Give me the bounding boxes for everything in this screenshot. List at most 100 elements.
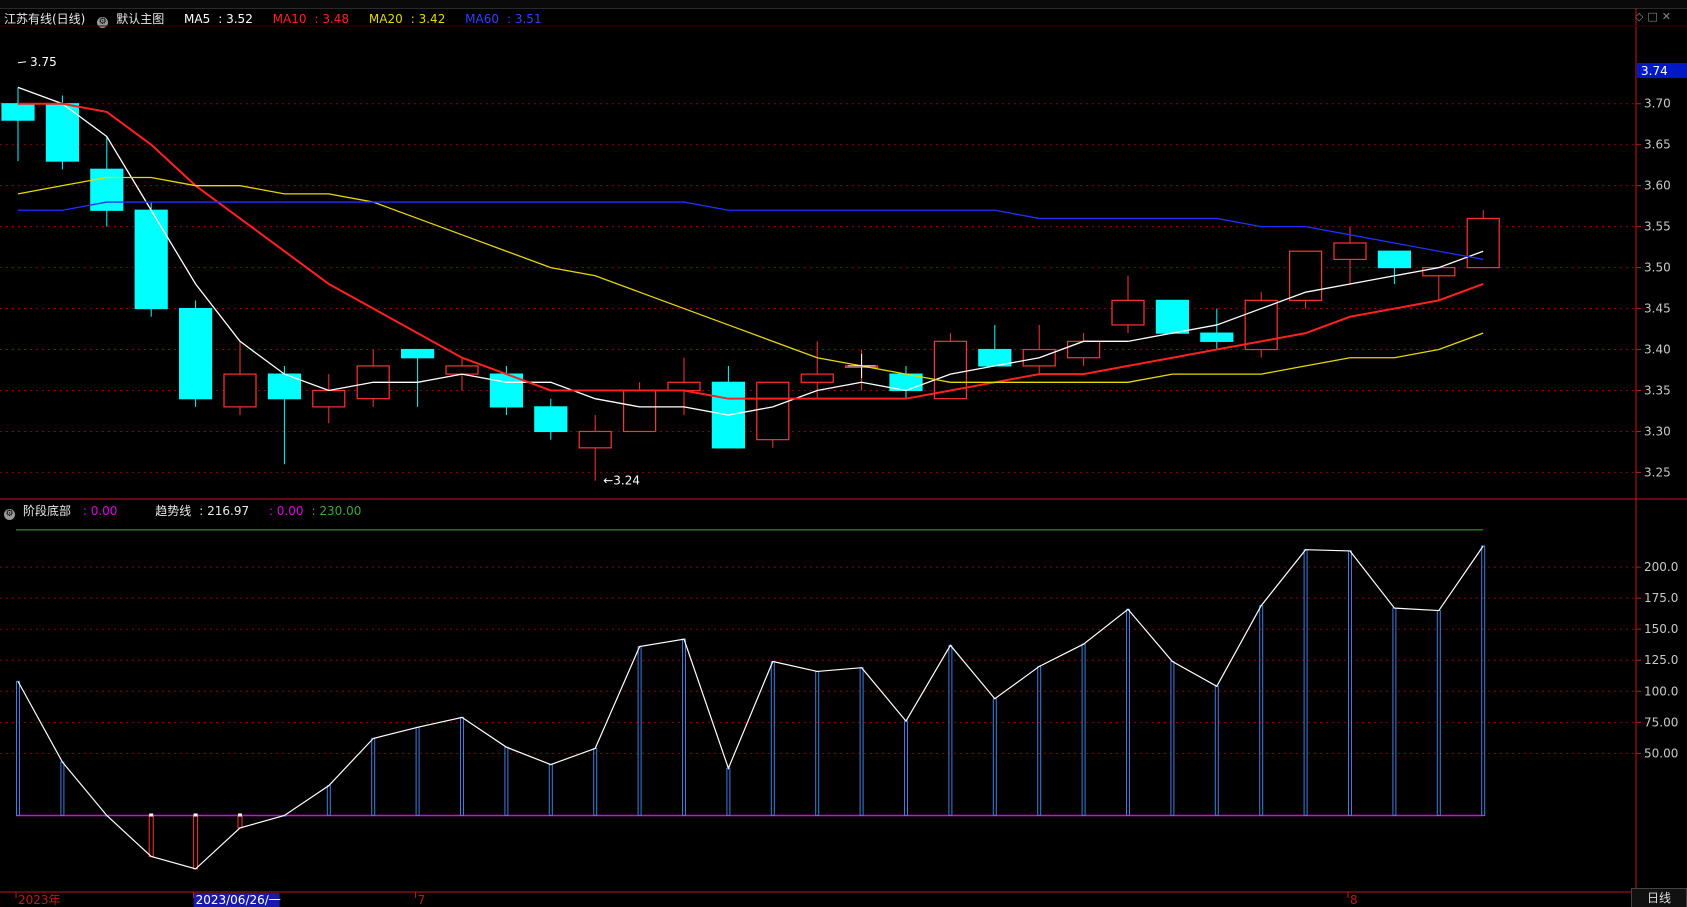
- ma20-value: 3.42: [418, 12, 446, 26]
- candle-body: [1466, 217, 1500, 269]
- y-tick-label: 3.35: [1644, 383, 1671, 397]
- histogram-bar: [1303, 549, 1308, 816]
- candle-body: [534, 406, 568, 433]
- candle-body: [800, 373, 834, 383]
- extra-value-2: 230.00: [319, 504, 362, 518]
- ma-line-ma60: [18, 201, 1484, 261]
- y-tick-label: 200.0: [1644, 560, 1678, 574]
- main-chart-legend: 江苏有线(日线) ⚙ 默认主图 MA5: 3.52 MA10: 3.48 MA20…: [4, 10, 558, 28]
- histogram-bar: [815, 670, 820, 816]
- candle-body: [312, 389, 346, 408]
- cursor-date-box: [193, 893, 280, 907]
- candle-body: [401, 348, 435, 359]
- y-tick-label: 125.0: [1644, 653, 1678, 667]
- candle-body: [223, 373, 257, 408]
- window-controls: ◇□✕: [1635, 10, 1675, 23]
- candle-body: [45, 103, 80, 162]
- candle-body: [1066, 340, 1101, 359]
- ma10-label: MA10: [272, 12, 307, 26]
- candle-body: [1111, 299, 1145, 326]
- histogram-bar: [904, 720, 908, 816]
- histogram-bar: [859, 667, 864, 816]
- histogram-bar: [948, 644, 953, 816]
- ma5-legend: MA5: 3.52: [184, 12, 253, 26]
- histogram-bar: [237, 814, 243, 829]
- histogram-bar: [1126, 608, 1130, 816]
- trend-label: 趋势线: [155, 504, 192, 518]
- x-tick-label: 8: [1350, 893, 1358, 907]
- ma5-label: MA5: [184, 12, 211, 26]
- histogram-bar: [1081, 643, 1086, 816]
- main-chart-settings[interactable]: ⚙ 默认主图: [97, 12, 172, 28]
- stock-title[interactable]: 江苏有线(日线): [4, 12, 86, 26]
- histogram-bar: [60, 761, 65, 816]
- ma20-label: MA20: [368, 12, 403, 26]
- y-tick-label: 3.45: [1644, 302, 1671, 316]
- period-tab[interactable]: 日线: [1631, 888, 1687, 907]
- x-tick-label: 2023年: [18, 893, 61, 907]
- candle-body: [1200, 332, 1234, 342]
- histogram-bar: [1214, 685, 1219, 816]
- y-tick-label: 75.00: [1644, 715, 1678, 729]
- y-tick-label: 3.30: [1644, 424, 1671, 438]
- gear-icon[interactable]: ⚙: [97, 17, 109, 28]
- indicator-settings[interactable]: ⚙ 阶段底部 : 0.00: [4, 504, 118, 520]
- trend-line: [17, 545, 1484, 870]
- histogram-bar: [1170, 660, 1175, 816]
- candle-body: [489, 373, 523, 408]
- candle-body: [445, 365, 479, 375]
- y-tick-label: 3.70: [1644, 97, 1671, 111]
- current-price-tag: [1637, 62, 1687, 78]
- histogram-bar: [460, 716, 464, 816]
- histogram-bar: [992, 698, 997, 816]
- histogram-bar: [726, 767, 731, 816]
- indicator-legend: ⚙ 阶段底部 : 0.00 趋势线: 216.97 : 0.00: 230.00: [4, 504, 362, 520]
- restore-icon[interactable]: □: [1647, 10, 1662, 23]
- close-icon[interactable]: ✕: [1661, 10, 1675, 23]
- ma-line-ma10: [18, 102, 1484, 400]
- histogram-bar: [593, 747, 598, 816]
- trend-value: 216.97: [207, 504, 250, 518]
- y-tick-label: 150.0: [1644, 622, 1678, 636]
- histogram-bar: [415, 726, 420, 816]
- histogram-bar: [1037, 665, 1042, 816]
- low-annotation: ←3.24: [603, 474, 640, 488]
- ma60-legend: MA60: 3.51: [465, 12, 542, 26]
- high-annotation: 3.75: [30, 55, 57, 69]
- high-marker: [17, 61, 27, 64]
- candle-body: [1288, 250, 1323, 301]
- histogram-bar: [637, 646, 642, 816]
- diamond-icon[interactable]: ◇: [1634, 10, 1648, 23]
- candle-body: [1377, 250, 1412, 269]
- histogram-bar: [1348, 550, 1352, 816]
- histogram-bar: [548, 764, 553, 816]
- candle-body: [756, 381, 790, 441]
- y-tick-label: 3.40: [1644, 343, 1671, 357]
- candle-body: [179, 307, 213, 400]
- histogram-bar: [16, 680, 20, 816]
- indicator-name: 阶段底部: [23, 504, 72, 518]
- gear-icon[interactable]: ⚙: [4, 509, 15, 520]
- candle-body: [134, 209, 168, 310]
- candle-body: [667, 381, 701, 392]
- histogram-bar: [371, 737, 376, 816]
- histogram-bar: [193, 814, 199, 870]
- histogram-bar: [770, 660, 775, 816]
- y-tick-label: 3.50: [1644, 261, 1671, 275]
- y-tick-label: 175.0: [1644, 591, 1678, 605]
- y-tick-label: 50.00: [1644, 746, 1678, 760]
- ma-line-ma20: [17, 176, 1484, 383]
- histogram-bar: [682, 638, 686, 816]
- histogram-marker: [238, 813, 242, 817]
- ma60-value: 3.51: [514, 12, 542, 26]
- ma10-legend: MA10: 3.48: [272, 12, 350, 26]
- histogram-bar: [1259, 605, 1264, 816]
- histogram-bar: [1392, 607, 1397, 816]
- ma10-value: 3.48: [322, 12, 350, 26]
- candle-body: [1, 103, 35, 121]
- histogram-bar: [148, 814, 154, 857]
- main-chart-label: 默认主图: [116, 12, 165, 26]
- extra-value-1: 0.00: [276, 504, 304, 518]
- histogram-marker: [149, 813, 154, 817]
